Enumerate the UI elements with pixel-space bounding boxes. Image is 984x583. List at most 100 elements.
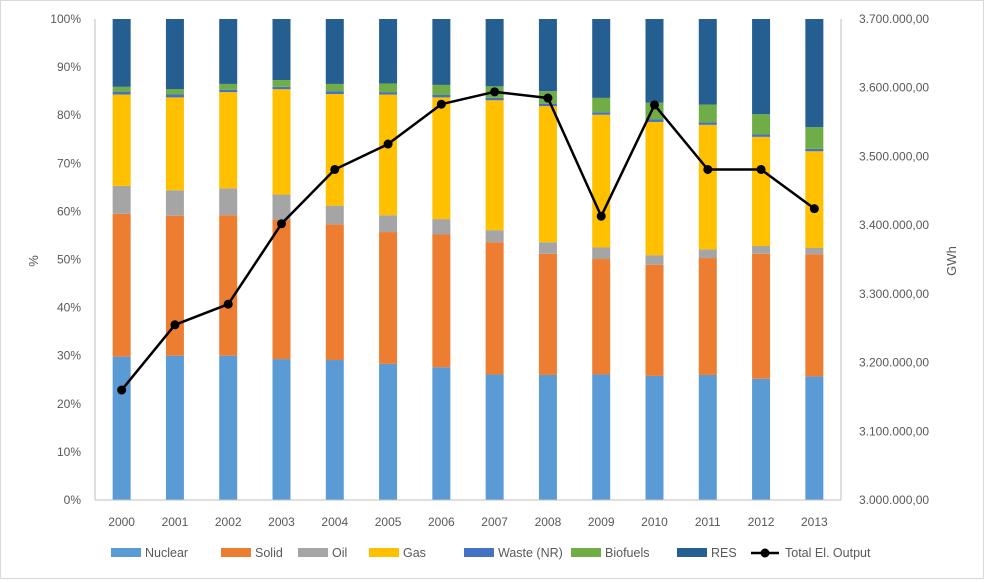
bar-segment-oil-2013 <box>805 247 824 255</box>
bar-segment-waste-nr-2007 <box>485 97 504 101</box>
bar-segment-biofuels-2009 <box>592 97 611 113</box>
total-output-point-2007 <box>490 87 500 97</box>
bar-segment-nuclear-2000 <box>112 356 131 500</box>
y2-tick-label: 3.100.000,00 <box>859 424 929 438</box>
bar-segment-oil-2005 <box>379 215 398 233</box>
bar-segment-waste-nr-2002 <box>219 89 238 93</box>
total-output-point-2002 <box>223 299 233 309</box>
bar-segment-biofuels-2006 <box>432 84 451 95</box>
y2-tick-label: 3.700.000,00 <box>859 12 929 26</box>
x-tick-label: 2008 <box>535 515 562 529</box>
y-tick-label: 50% <box>57 253 81 267</box>
bar-segment-oil-2008 <box>538 242 557 254</box>
x-tick-label: 2001 <box>162 515 189 529</box>
x-tick-label: 2002 <box>215 515 242 529</box>
bar-segment-res-2000 <box>112 19 131 87</box>
bar-segment-waste-nr-2013 <box>805 148 824 152</box>
y-tick-label: 30% <box>57 349 81 363</box>
bar-segment-nuclear-2011 <box>698 374 717 500</box>
bar-segment-gas-2012 <box>752 136 771 247</box>
bar-segment-oil-2000 <box>112 185 131 214</box>
x-tick-label: 2006 <box>428 515 455 529</box>
bar-segment-waste-nr-2005 <box>379 92 398 95</box>
total-output-line-layer <box>117 87 819 395</box>
total-output-point-2009 <box>596 211 606 221</box>
y-tick-label: 40% <box>57 301 81 315</box>
legend-swatch-gas <box>369 548 399 557</box>
bar-segment-solid-2012 <box>752 253 771 379</box>
bar-segment-nuclear-2007 <box>485 374 504 500</box>
bar-segment-nuclear-2009 <box>592 374 611 500</box>
legend-label-oil: Oil <box>332 546 347 560</box>
bar-segment-waste-nr-2003 <box>272 86 291 90</box>
bar-segment-biofuels-2013 <box>805 127 824 149</box>
x-tick-label: 2013 <box>801 515 828 529</box>
bar-segment-biofuels-2003 <box>272 80 291 87</box>
bar-segment-oil-2010 <box>645 255 664 265</box>
total-output-point-2011 <box>703 164 713 174</box>
bar-segment-oil-2003 <box>272 194 291 220</box>
bar-segment-biofuels-2011 <box>698 104 717 123</box>
x-tick-label: 2009 <box>588 515 615 529</box>
bar-segment-biofuels-2000 <box>112 86 131 92</box>
bar-segment-nuclear-2005 <box>379 363 398 500</box>
legend-label-res: RES <box>711 546 737 560</box>
bar-segment-solid-2005 <box>379 232 398 364</box>
total-output-line <box>120 90 816 391</box>
total-output-point-2000 <box>117 385 127 395</box>
y-tick-label: 0% <box>64 493 82 507</box>
legend-label-solid: Solid <box>255 546 283 560</box>
bar-segment-gas-2008 <box>538 106 557 243</box>
bar-segment-waste-nr-2011 <box>698 122 717 125</box>
x-tick-label: 2000 <box>108 515 135 529</box>
y2-tick-label: 3.600.000,00 <box>859 81 929 95</box>
bar-segment-oil-2011 <box>698 249 717 259</box>
total-output-point-2001 <box>170 320 180 330</box>
tick-labels: 0% 10% 20% 30% 40% 50% 60% 70% 80% 90% 100% 3.000.0… <box>50 12 929 529</box>
bar-segment-res-2009 <box>592 19 611 98</box>
y2-tick-label: 3.500.000,00 <box>859 149 929 163</box>
legend-label-gas: Gas <box>403 546 426 560</box>
legend-swatch-solid <box>221 548 251 557</box>
bar-segment-nuclear-2003 <box>272 359 291 500</box>
bar-segment-biofuels-2002 <box>219 83 238 90</box>
legend-swatch-biofuels <box>571 548 601 557</box>
legend-marker-total-el-output <box>760 548 770 558</box>
total-output-point-2003 <box>277 219 286 229</box>
y-tick-label: 60% <box>57 204 81 218</box>
bar-segment-solid-2000 <box>112 213 131 357</box>
bar-segment-nuclear-2006 <box>432 367 451 500</box>
y-tick-label: 100% <box>50 12 81 26</box>
bar-segment-res-2011 <box>698 19 717 105</box>
bar-segment-gas-2013 <box>805 151 824 248</box>
axes <box>94 19 842 501</box>
bar-segment-res-2012 <box>752 19 771 115</box>
bar-segment-solid-2011 <box>698 258 717 375</box>
y2-tick-label: 3.000.000,00 <box>859 493 929 507</box>
bar-segment-nuclear-2012 <box>752 378 771 500</box>
bar-segment-solid-2010 <box>645 264 664 376</box>
y-tick-label: 90% <box>57 60 81 74</box>
bar-segment-res-2010 <box>645 19 664 103</box>
bar-segment-solid-2004 <box>325 224 344 361</box>
bar-segment-waste-nr-2004 <box>325 91 344 95</box>
bar-segment-waste-nr-2000 <box>112 91 131 95</box>
bar-segment-solid-2007 <box>485 242 504 375</box>
bar-segment-nuclear-2001 <box>165 355 184 500</box>
legend-swatch-res <box>677 548 707 557</box>
bar-segment-oil-2007 <box>485 230 504 243</box>
bar-segment-nuclear-2004 <box>325 360 344 500</box>
bar-segment-gas-2001 <box>165 97 184 191</box>
bar-segment-biofuels-2001 <box>165 89 184 95</box>
bar-segment-oil-2002 <box>219 188 238 216</box>
total-output-point-2012 <box>756 164 766 174</box>
bar-segment-solid-2006 <box>432 234 451 368</box>
bar-segment-waste-nr-2009 <box>592 112 611 115</box>
bar-segment-gas-2009 <box>592 114 611 248</box>
y2-axis-title: GWh <box>944 246 959 276</box>
bar-segment-res-2001 <box>165 19 184 90</box>
x-tick-label: 2005 <box>375 515 402 529</box>
bar-segment-res-2002 <box>219 19 238 84</box>
